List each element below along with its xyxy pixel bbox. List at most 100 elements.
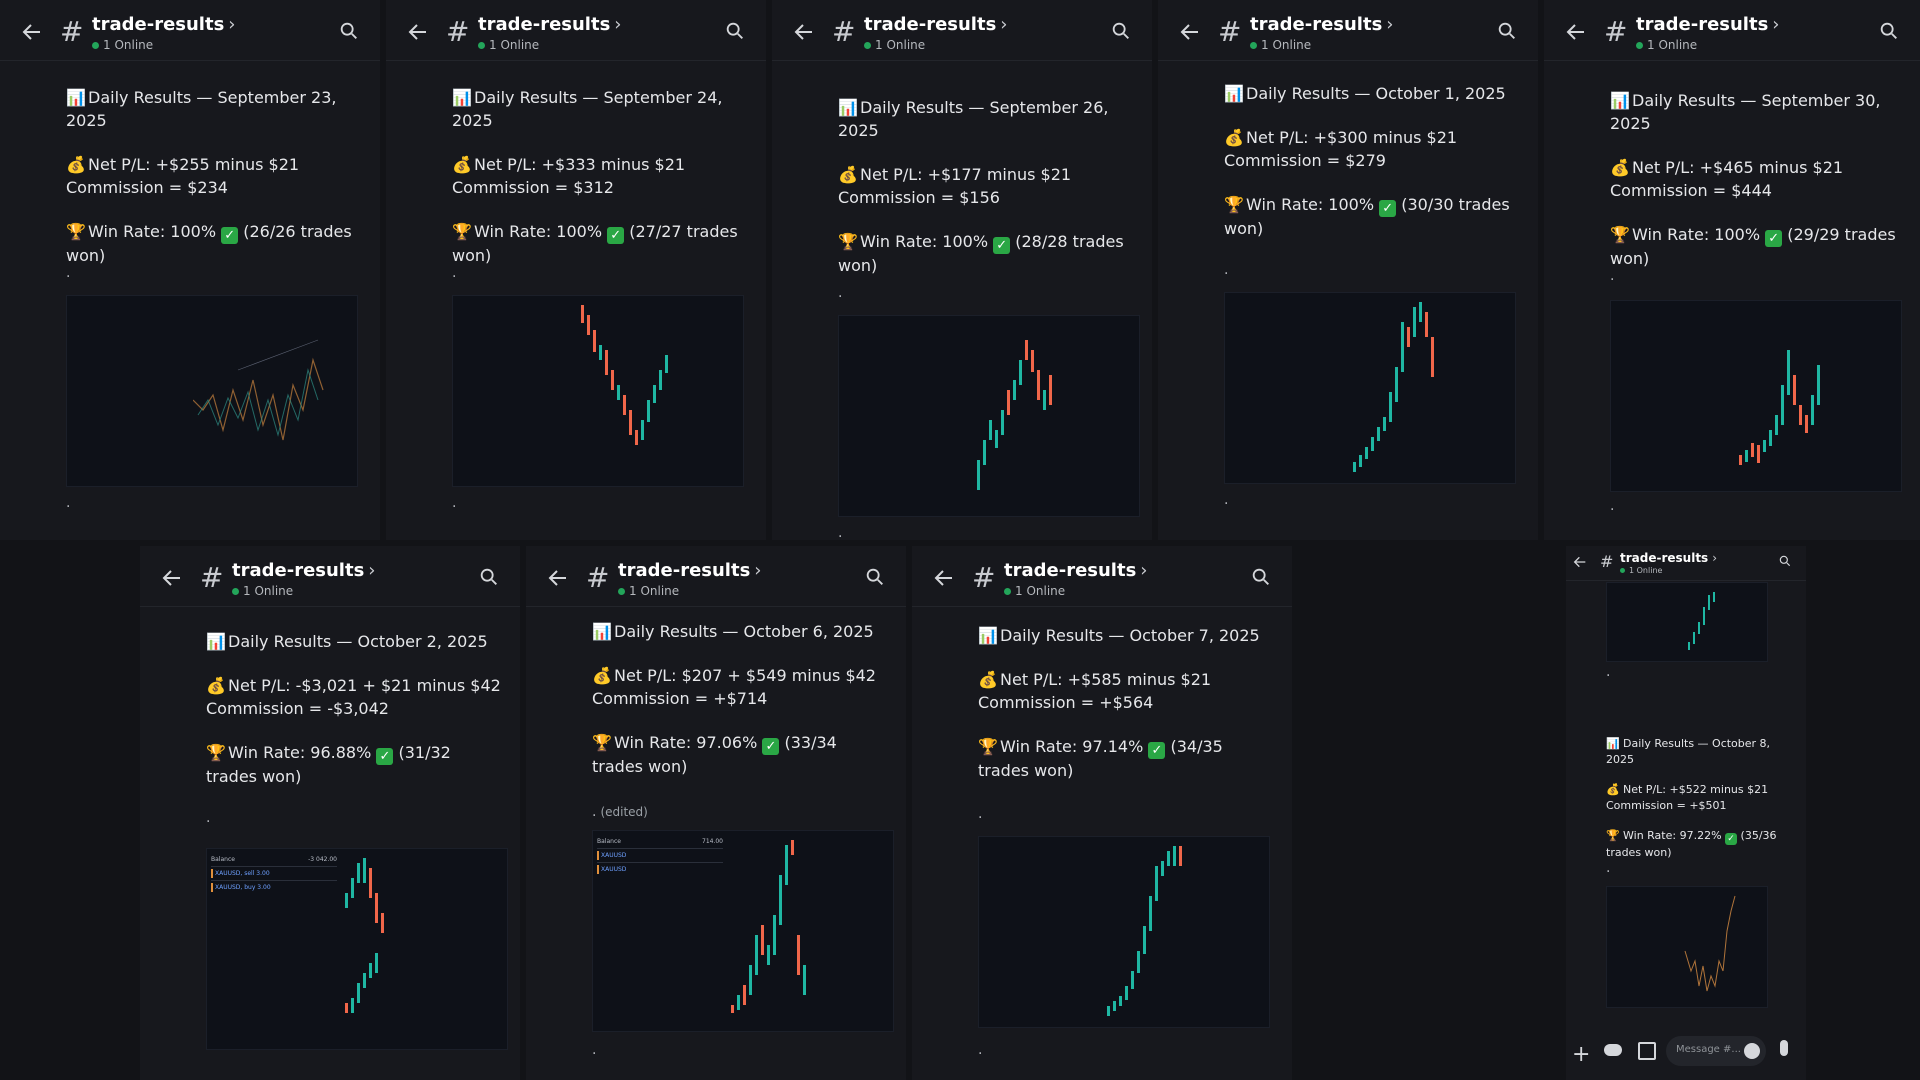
channel-title[interactable]: trade-results › xyxy=(618,560,762,581)
search-icon[interactable] xyxy=(724,20,746,42)
channel-title[interactable]: trade-results › xyxy=(1004,560,1148,581)
separator-dot: . xyxy=(838,525,843,540)
search-icon[interactable] xyxy=(478,566,500,588)
hashtag-icon: # xyxy=(832,15,856,48)
gamepad-icon[interactable] xyxy=(1604,1044,1622,1056)
check-mark-emoji-icon: ✓ xyxy=(376,748,394,765)
online-dot xyxy=(478,42,485,49)
arrow-left-icon[interactable] xyxy=(1178,20,1202,44)
money-bag-emoji-icon: 💰 xyxy=(66,155,86,174)
hashtag-icon: # xyxy=(1218,15,1242,48)
check-mark-emoji-icon: ✓ xyxy=(1765,230,1783,247)
chat-panel: # trade-results › 1 Online 📊 Daily Results… xyxy=(1544,0,1920,540)
trophy-emoji-icon: 🏆 xyxy=(1606,829,1620,842)
separator-dot: . xyxy=(1610,268,1615,284)
message-input[interactable]: Message #... xyxy=(1666,1036,1766,1066)
plus-icon[interactable]: + xyxy=(1572,1042,1591,1067)
search-icon[interactable] xyxy=(864,566,886,588)
money-bag-emoji-icon: 💰 xyxy=(592,666,612,685)
arrow-left-icon[interactable] xyxy=(546,566,570,590)
trophy-emoji-icon: 🏆 xyxy=(592,733,612,752)
chart-screenshot[interactable] xyxy=(1610,300,1902,492)
chart-screenshot[interactable]: Balance 714.00 XAUUSD XAUUSD xyxy=(592,830,894,1032)
message-commission: Commission = +$501 xyxy=(1606,799,1727,812)
separator-dot: . xyxy=(838,285,843,301)
trophy-emoji-icon: 🏆 xyxy=(978,737,998,756)
hashtag-icon: # xyxy=(972,561,996,594)
chat-panel: # trade-results › 1 Online 📊 Daily Results… xyxy=(386,0,766,540)
arrow-left-icon[interactable] xyxy=(792,20,816,44)
message-commission: Commission = $444 xyxy=(1610,181,1772,200)
channel-title[interactable]: trade-results › xyxy=(232,560,376,581)
online-status: 1 Online xyxy=(1636,38,1697,52)
channel-title[interactable]: trade-results › xyxy=(478,14,622,35)
channel-header: # trade-results › 1 Online xyxy=(1158,0,1538,61)
message-title: 📊 Daily Results — September 23, 2025 xyxy=(66,88,337,130)
trophy-emoji-icon: 🏆 xyxy=(66,222,86,241)
message-pnl: 💰 Net P/L: +$177 minus $21 xyxy=(838,165,1072,184)
chart-screenshot[interactable] xyxy=(452,295,744,487)
emoji-icon[interactable] xyxy=(1744,1043,1760,1059)
bar-chart-emoji-icon: 📊 xyxy=(452,88,472,107)
chart-screenshot[interactable] xyxy=(838,315,1140,517)
channel-title[interactable]: trade-results › xyxy=(1636,14,1780,35)
money-bag-emoji-icon: 💰 xyxy=(1606,783,1620,796)
message-winrate: 🏆 Win Rate: 97.14% ✓ (34/35 trades won) xyxy=(978,737,1223,780)
hashtag-icon: # xyxy=(200,561,224,594)
gift-icon[interactable] xyxy=(1638,1042,1656,1060)
online-status: 1 Online xyxy=(478,38,539,52)
trade-summary: Balance 714.00 XAUUSD XAUUSD xyxy=(597,838,723,874)
bar-chart-emoji-icon: 📊 xyxy=(838,98,858,117)
arrow-left-icon[interactable] xyxy=(1572,554,1588,570)
chart-screenshot[interactable] xyxy=(1606,886,1768,1008)
message-commission: Commission = +$714 xyxy=(592,689,768,708)
message: 📊 Daily Results — October 8, 2025 💰 Net P/… xyxy=(1606,736,1792,861)
message-winrate: 🏆 Win Rate: 96.88% ✓ (31/32 trades won) xyxy=(206,743,451,786)
bar-chart-emoji-icon: 📊 xyxy=(1224,84,1244,103)
chart-screenshot[interactable] xyxy=(978,836,1270,1028)
channel-title[interactable]: trade-results › xyxy=(92,14,236,35)
chat-panel: # trade-results › 1 Online 📊 Daily Results… xyxy=(912,546,1292,1080)
arrow-left-icon[interactable] xyxy=(20,20,44,44)
message-commission: Commission = +$564 xyxy=(978,693,1154,712)
message-pnl: 💰 Net P/L: +$300 minus $21 xyxy=(1224,128,1458,147)
separator-dot: . xyxy=(1224,262,1229,278)
online-status: 1 Online xyxy=(618,584,679,598)
search-icon[interactable] xyxy=(1878,20,1900,42)
chart-screenshot[interactable] xyxy=(1224,292,1516,484)
chart-screenshot[interactable] xyxy=(66,295,358,487)
online-dot xyxy=(1004,588,1011,595)
channel-title[interactable]: trade-results › xyxy=(1620,551,1718,565)
channel-header: # trade-results › 1 Online xyxy=(1544,0,1920,61)
message: 📊 Daily Results — September 30, 2025 💰 Net… xyxy=(1610,89,1906,270)
message-pnl: 💰 Net P/L: +$585 minus $21 xyxy=(978,670,1212,689)
arrow-left-icon[interactable] xyxy=(932,566,956,590)
channel-header: # trade-results › 1 Online xyxy=(386,0,766,61)
channel-title[interactable]: trade-results › xyxy=(864,14,1008,35)
channel-header: # trade-results › 1 Online xyxy=(0,0,380,61)
bar-chart-emoji-icon: 📊 xyxy=(206,632,226,651)
channel-title[interactable]: trade-results › xyxy=(1250,14,1394,35)
hashtag-icon: # xyxy=(1604,15,1628,48)
chat-panel: # trade-results › 1 Online . 📊 Daily Resul… xyxy=(1566,546,1806,1080)
chart-screenshot[interactable] xyxy=(1606,582,1768,662)
arrow-left-icon[interactable] xyxy=(406,20,430,44)
separator-dot: . xyxy=(452,495,457,511)
separator-dot: . xyxy=(66,495,71,511)
search-icon[interactable] xyxy=(1496,20,1518,42)
arrow-left-icon[interactable] xyxy=(1564,20,1588,44)
message-commission: Commission = $279 xyxy=(1224,151,1386,170)
chart-screenshot[interactable]: Balance -3 042.00 XAUUSD, sell 3.00 XAUUS… xyxy=(206,848,508,1050)
search-icon[interactable] xyxy=(1250,566,1272,588)
search-icon[interactable] xyxy=(338,20,360,42)
microphone-icon[interactable] xyxy=(1780,1040,1788,1056)
arrow-left-icon[interactable] xyxy=(160,566,184,590)
message: 📊 Daily Results — October 7, 2025 💰 Net P/… xyxy=(978,624,1278,782)
channel-header: # trade-results › 1 Online xyxy=(140,546,520,607)
message: 📊 Daily Results — September 26, 2025 💰 Net… xyxy=(838,96,1138,277)
separator-dot: . xyxy=(206,810,211,826)
search-icon[interactable] xyxy=(1778,554,1792,568)
online-dot xyxy=(92,42,99,49)
separator-dot: . xyxy=(978,1042,983,1058)
search-icon[interactable] xyxy=(1110,20,1132,42)
